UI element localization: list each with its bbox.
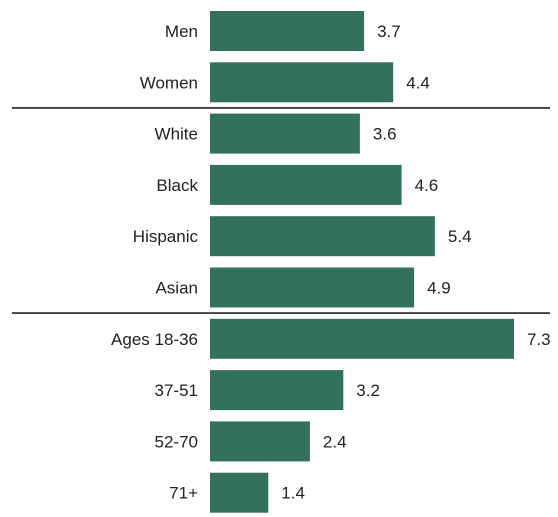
category-label-black: Black (156, 176, 198, 195)
value-label-52-70: 2.4 (323, 432, 347, 451)
bar-hispanic (210, 216, 435, 257)
bar-asian (210, 267, 415, 308)
bar-women (210, 62, 394, 103)
category-label-71: 71+ (169, 484, 198, 503)
value-label-black: 4.6 (415, 176, 439, 195)
bar-white (210, 113, 360, 154)
bar-71 (210, 472, 269, 513)
category-label-ages-18-36: Ages 18-36 (111, 330, 198, 349)
bars-group (210, 11, 514, 513)
category-label-hispanic: Hispanic (133, 227, 199, 246)
category-label-52-70: 52-70 (155, 432, 198, 451)
value-label-hispanic: 5.4 (448, 227, 472, 246)
bar-men (210, 11, 365, 51)
bar-37-51 (210, 370, 344, 411)
bar-black (210, 164, 402, 205)
value-label-ages-18-36: 7.3 (527, 330, 551, 349)
category-labels-group: Men Women White Black Hispanic Asian Ages 18-3… (111, 22, 198, 503)
bar-ages-18-36 (210, 318, 514, 359)
group-dividers (12, 107, 550, 314)
category-label-asian: Asian (155, 279, 198, 298)
value-label-men: 3.7 (377, 22, 401, 41)
value-label-white: 3.6 (373, 125, 397, 144)
category-label-men: Men (165, 22, 198, 41)
value-label-women: 4.4 (406, 73, 430, 92)
category-label-women: Women (140, 73, 198, 92)
value-label-asian: 4.9 (427, 279, 451, 298)
category-label-37-51: 37-51 (155, 381, 198, 400)
value-label-71: 1.4 (281, 484, 305, 503)
value-label-37-51: 3.2 (356, 381, 380, 400)
category-label-white: White (155, 125, 198, 144)
value-labels-group: 3.7 4.4 3.6 4.6 5.4 4.9 7.3 3.2 2.4 1.4 (281, 22, 550, 503)
bar-52-70 (210, 421, 310, 462)
